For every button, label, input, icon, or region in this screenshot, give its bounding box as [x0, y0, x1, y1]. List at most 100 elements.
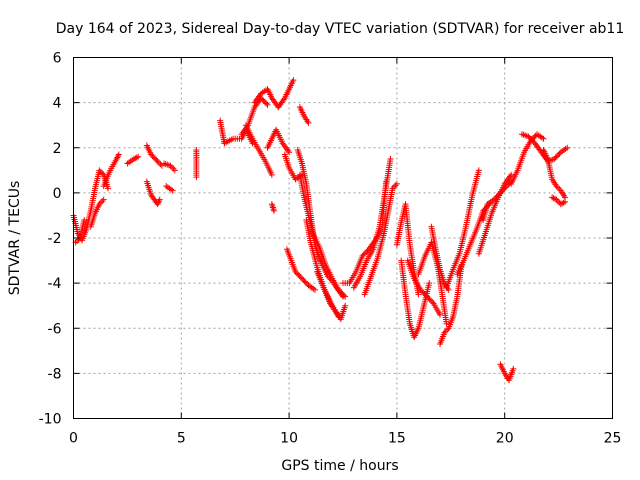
data-point	[268, 171, 275, 178]
data-point	[300, 276, 307, 283]
data-point	[100, 196, 107, 203]
data-point	[295, 271, 302, 278]
data-point	[148, 151, 155, 158]
data-point	[297, 274, 304, 281]
data-point	[417, 286, 424, 293]
data-point	[393, 180, 400, 187]
data-point	[290, 77, 297, 84]
data-point	[415, 291, 422, 298]
data-point	[286, 149, 293, 156]
data-point	[426, 296, 433, 303]
data-point	[302, 279, 309, 286]
data-point	[359, 253, 366, 260]
y-tick-label: 0	[53, 186, 62, 202]
data-point	[342, 293, 349, 300]
data-point	[150, 154, 157, 161]
y-tick-label: -10	[39, 412, 62, 428]
data-point	[340, 292, 347, 299]
data-point	[363, 248, 370, 255]
data-point	[531, 133, 538, 140]
data-point	[135, 153, 142, 160]
x-tick-labels: 0 5 10 15 20 25	[69, 431, 621, 447]
data-point	[443, 320, 450, 327]
data-point	[360, 251, 367, 258]
data-point	[149, 152, 156, 159]
data-point	[193, 174, 200, 181]
grid-lines	[73, 57, 613, 419]
data-point	[387, 156, 394, 163]
data-point	[429, 299, 436, 306]
x-axis-label: GPS time / hours	[281, 458, 398, 474]
data-point	[271, 207, 278, 214]
data-point	[260, 97, 267, 104]
x-tick-label: 20	[496, 431, 514, 447]
x-tick-label: 15	[388, 431, 406, 447]
data-point	[437, 311, 444, 318]
data-point	[263, 100, 270, 107]
x-tick-label: 10	[280, 431, 298, 447]
data-point	[361, 250, 368, 257]
data-point	[157, 161, 164, 168]
data-point	[499, 187, 506, 194]
data-point	[421, 290, 428, 297]
data-point	[564, 144, 571, 151]
data-point	[494, 192, 501, 199]
data-point	[170, 165, 177, 172]
y-tick-label: 2	[53, 141, 62, 157]
data-point	[156, 196, 163, 203]
data-point	[540, 135, 547, 142]
data-point	[492, 195, 499, 202]
data-point	[525, 133, 532, 140]
data-point	[335, 286, 342, 293]
data-point	[508, 171, 515, 178]
data-point	[336, 288, 343, 295]
data-point	[502, 184, 509, 191]
data-point	[475, 167, 482, 174]
data-point	[264, 101, 271, 108]
data-point	[133, 154, 140, 161]
y-tick-label: 4	[53, 96, 62, 112]
data-point	[153, 156, 160, 163]
data-point	[562, 198, 569, 205]
y-tick-label: -2	[48, 231, 62, 247]
data-point	[425, 295, 432, 302]
data-point	[104, 185, 111, 192]
data-point	[81, 216, 88, 223]
data-point	[555, 151, 562, 158]
data-point	[301, 278, 308, 285]
data-point	[151, 155, 158, 162]
data-point	[420, 289, 427, 296]
data-point	[526, 134, 533, 141]
data-point	[299, 275, 306, 282]
data-point	[560, 199, 567, 206]
data-point	[427, 297, 434, 304]
data-point	[261, 99, 268, 106]
y-tick-labels: -10 -8 -6 -4 -2 0 2 4 6	[39, 51, 62, 428]
y-tick-label: -8	[48, 366, 62, 382]
y-tick-label: -6	[48, 321, 62, 337]
data-point	[529, 137, 536, 144]
data-point	[496, 191, 503, 198]
data-point	[426, 280, 433, 287]
data-point	[339, 290, 346, 297]
data-point	[292, 268, 299, 275]
data-point	[551, 156, 558, 163]
data-point	[552, 154, 559, 161]
data-point	[342, 302, 349, 309]
axis-ticks	[73, 57, 613, 419]
y-tick-label: 6	[53, 51, 62, 67]
data-point	[156, 159, 163, 166]
x-tick-label: 0	[69, 431, 78, 447]
data-point	[338, 289, 345, 296]
data-point	[501, 185, 508, 192]
y-tick-label: -4	[48, 276, 62, 292]
x-tick-label: 25	[604, 431, 622, 447]
data-point	[498, 188, 505, 195]
data-points	[70, 77, 571, 384]
data-point	[115, 151, 122, 158]
data-point	[493, 193, 500, 200]
chart-title: Day 164 of 2023, Sidereal Day-to-day VTE…	[56, 21, 625, 37]
data-point	[169, 187, 176, 194]
data-point	[424, 293, 431, 300]
